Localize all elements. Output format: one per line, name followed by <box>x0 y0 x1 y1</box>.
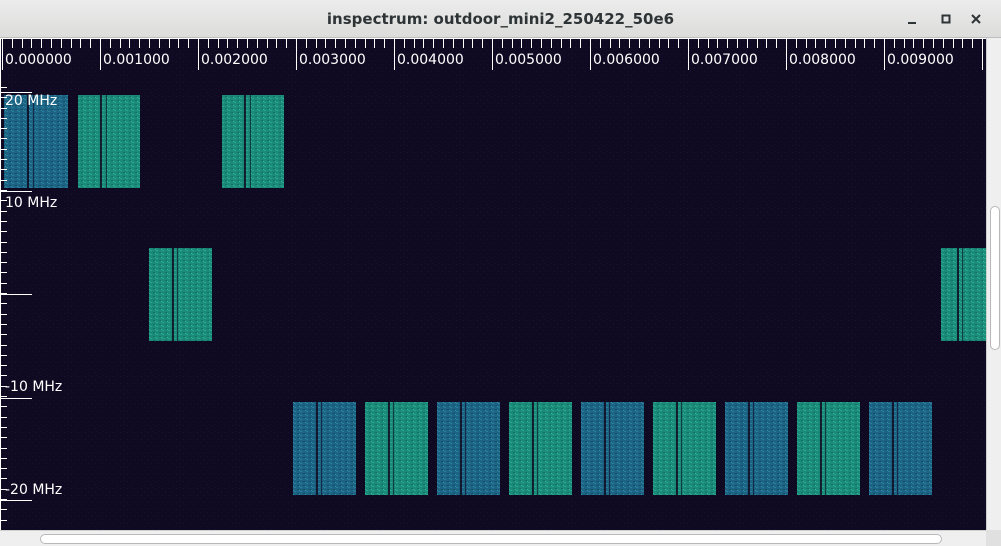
signal-burst <box>293 402 356 495</box>
close-icon[interactable] <box>965 8 987 30</box>
minimize-icon[interactable] <box>901 8 923 30</box>
scrollbar-corner <box>986 530 1001 546</box>
signal-burst <box>149 248 212 341</box>
horizontal-scroll-thumb[interactable] <box>40 534 942 544</box>
frequency-tick-label: 10 MHz <box>5 195 57 211</box>
window-title: inspectrum: outdoor_mini2_250422_50e6 <box>326 10 675 28</box>
signal-burst <box>653 402 716 495</box>
time-tick-label: 0.005000 <box>495 52 562 68</box>
signal-burst <box>78 95 140 188</box>
vertical-scroll-thumb[interactable] <box>990 206 1000 350</box>
time-tick-label: 0.002000 <box>201 52 268 68</box>
spectrogram-plot[interactable]: 0.000000 0.001000 0.002000 0.003000 0.004000… <box>0 38 986 530</box>
signal-burst <box>941 248 986 341</box>
frequency-axis: 20 MHz 10 MHz -10 MHz -20 MHz <box>0 87 62 521</box>
signal-burst <box>222 95 284 188</box>
frequency-tick-label: 20 MHz <box>5 93 57 109</box>
time-tick-label: 0.000000 <box>5 52 72 68</box>
time-axis: 0.000000 0.001000 0.002000 0.003000 0.004000… <box>2 38 983 70</box>
spectrogram-view[interactable]: 0.000000 0.001000 0.002000 0.003000 0.004000… <box>0 38 986 530</box>
time-tick-label: 0.003000 <box>299 52 366 68</box>
vertical-scrollbar[interactable] <box>986 38 1001 530</box>
signal-burst <box>509 402 572 495</box>
signal-burst <box>797 402 860 495</box>
signal-burst <box>725 402 788 495</box>
frequency-tick-label: -20 MHz <box>5 482 62 498</box>
time-tick-label: 0.004000 <box>397 52 464 68</box>
time-tick-label: 0.006000 <box>593 52 660 68</box>
signal-burst <box>437 402 500 495</box>
signal-burst <box>365 402 428 495</box>
title-bar: inspectrum: outdoor_mini2_250422_50e6 <box>0 0 1001 38</box>
frequency-tick-label: -10 MHz <box>5 379 62 395</box>
time-tick-label: 0.007000 <box>691 52 758 68</box>
time-tick-label: 0.001000 <box>103 52 170 68</box>
time-tick-label: 0.009000 <box>887 52 954 68</box>
signal-burst <box>4 95 68 188</box>
signal-burst <box>581 402 644 495</box>
time-tick-label: 0.008000 <box>789 52 856 68</box>
horizontal-scrollbar[interactable] <box>0 530 986 546</box>
maximize-icon[interactable] <box>935 8 957 30</box>
signal-burst <box>869 402 932 495</box>
